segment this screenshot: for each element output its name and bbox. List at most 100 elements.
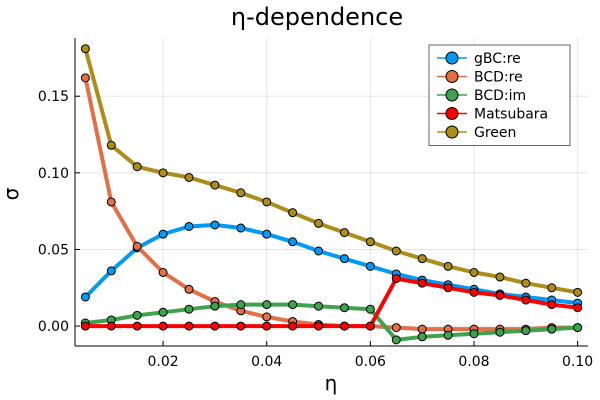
data-point-matsubara [132,321,142,331]
series-bcd-im [80,300,583,345]
legend-label: Green [474,125,516,141]
legend-item-bcd-im: BCD:im [437,88,526,104]
legend-item-bcd-re: BCD:re [437,70,523,86]
data-point-gbc-re [158,229,168,239]
data-point-matsubara [521,295,531,305]
data-point-gbc-re [236,223,246,233]
data-point-matsubara [158,321,168,331]
x-tick-label: 0.10 [562,354,593,370]
data-point-bcd-im [417,332,427,342]
data-point-green [495,272,505,282]
data-point-green [365,237,375,247]
data-point-matsubara [573,303,583,313]
data-point-bcd-im [521,326,531,336]
series-line-matsubara [85,276,578,329]
data-point-matsubara [495,290,505,300]
data-point-green [184,172,194,182]
legend-item-green: Green [437,125,516,141]
data-point-green [443,261,453,271]
x-tick-label: 0.08 [458,354,489,370]
data-point-bcd-re [106,197,116,207]
data-point-bcd-im [288,300,298,310]
data-point-green [236,188,246,198]
data-point-green [469,267,479,277]
data-point-bcd-im [391,335,401,345]
series-line-bcd-im [85,302,578,342]
data-point-matsubara [469,287,479,297]
data-point-matsubara [314,321,324,331]
legend-marker [445,107,459,120]
data-point-bcd-im [158,307,168,317]
data-point-bcd-im [262,300,272,310]
series-green [80,44,583,297]
data-point-matsubara [443,283,453,293]
data-point-bcd-re [417,324,427,334]
chart-title: η-dependence [231,3,403,31]
data-point-gbc-re [339,254,349,264]
legend-label: BCD:re [474,70,523,86]
data-point-bcd-im [132,310,142,320]
data-point-bcd-im [339,303,349,313]
data-point-matsubara [339,321,349,331]
legend-marker [445,125,459,139]
data-point-bcd-im [469,329,479,339]
data-point-bcd-im [210,301,220,311]
data-point-bcd-im [547,324,557,334]
y-tick-label: 0.05 [38,242,69,258]
data-point-gbc-re [210,220,220,230]
data-point-bcd-im [573,323,583,333]
legend-marker [445,51,459,65]
data-point-green [106,140,116,150]
data-point-green [288,208,298,218]
data-point-green [573,287,583,297]
data-point-matsubara [365,321,375,331]
data-point-bcd-im [314,301,324,311]
data-point-bcd-im [443,330,453,340]
data-point-matsubara [391,274,401,284]
data-point-matsubara [210,321,220,331]
legend-item-gbc-re: gBC:re [437,51,521,67]
data-point-green [547,283,557,293]
y-tick-label: 0.00 [38,319,69,335]
x-axis-title: η [325,371,338,395]
data-point-green [314,218,324,228]
x-tick-label: 0.06 [355,354,386,370]
data-point-matsubara [80,321,90,331]
data-point-bcd-re [391,323,401,333]
data-point-gbc-re [262,229,272,239]
data-point-green [210,180,220,190]
legend-label: BCD:im [474,88,526,104]
data-point-matsubara [547,300,557,310]
data-point-matsubara [184,321,194,331]
legend-marker [445,70,459,83]
data-point-green [132,162,142,172]
series-matsubara [80,274,583,331]
data-point-bcd-im [184,304,194,314]
data-point-green [158,168,168,178]
series-group [80,44,583,345]
data-point-bcd-re [80,73,90,83]
y-axis-title: σ [0,187,23,200]
data-point-matsubara [236,321,246,331]
data-point-green [521,278,531,288]
x-tick-label: 0.02 [148,354,179,370]
data-point-bcd-re [262,312,272,322]
legend-label: gBC:re [474,51,521,67]
legend-item-matsubara: Matsubara [437,107,548,123]
data-point-bcd-re [132,241,142,251]
data-point-bcd-im [236,300,246,310]
data-point-gbc-re [288,237,298,247]
legend: gBC:re BCD:re BCD:im Matsubara Green [428,44,571,146]
data-point-gbc-re [80,292,90,302]
data-point-gbc-re [365,261,375,271]
data-point-matsubara [106,321,116,331]
data-point-green [80,44,90,54]
x-tick-label: 0.04 [251,354,282,370]
legend-marker [445,88,459,102]
data-point-gbc-re [184,221,194,231]
y-tick-label: 0.10 [38,166,69,182]
data-point-gbc-re [106,266,116,276]
data-point-gbc-re [314,246,324,256]
